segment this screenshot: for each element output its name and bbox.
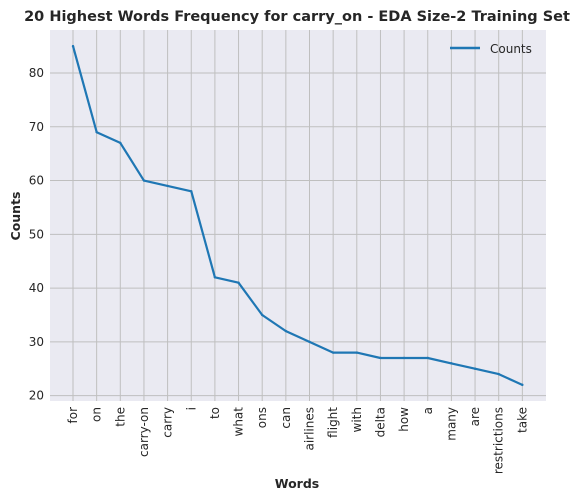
data-point	[402, 356, 406, 360]
x-tick-label: are	[468, 407, 482, 426]
data-point	[308, 340, 311, 344]
data-point	[284, 329, 288, 333]
y-tick-label: 40	[29, 281, 44, 295]
x-tick-label: i	[184, 407, 198, 410]
data-point	[237, 281, 240, 284]
data-point	[166, 184, 169, 188]
y-tick-labels: 20 30 40 50 60 70 80	[29, 66, 44, 403]
x-tick-label: delta	[373, 407, 387, 437]
data-point	[473, 367, 477, 370]
data-point	[261, 313, 264, 317]
data-point	[497, 372, 500, 376]
data-point	[379, 356, 382, 360]
data-point	[450, 362, 453, 365]
x-tick-label: on	[90, 407, 104, 422]
y-tick-label: 20	[29, 389, 44, 403]
x-axis-label: Words	[275, 476, 319, 491]
y-tick-label: 80	[29, 66, 44, 80]
x-tick-label: with	[350, 407, 364, 432]
data-point	[71, 44, 75, 48]
data-point	[331, 351, 335, 354]
x-tick-label: carry	[161, 407, 175, 438]
data-point	[521, 383, 524, 387]
legend: Counts	[450, 42, 532, 56]
y-tick-label: 60	[29, 174, 44, 188]
data-point	[142, 179, 146, 182]
x-tick-label: carry-on	[137, 407, 151, 457]
x-tick-label: ons	[255, 407, 269, 428]
x-tick-label: the	[113, 407, 127, 427]
y-tick-label: 30	[29, 335, 44, 349]
x-tick-label: to	[208, 407, 222, 419]
x-tick-label: flight	[326, 407, 340, 438]
grid-lines	[50, 30, 546, 401]
data-point	[426, 356, 429, 360]
data-point	[355, 351, 358, 354]
data-point	[119, 141, 122, 145]
x-tick-label: what	[232, 407, 246, 437]
x-tick-labels: for on the carry-on carry i to what ons can airlin…	[66, 407, 529, 474]
x-tick-label: restrictions	[492, 407, 506, 474]
x-tick-label: how	[397, 407, 411, 432]
y-tick-label: 50	[29, 227, 44, 241]
series-line-counts	[71, 45, 523, 386]
data-point	[95, 130, 98, 134]
data-point	[190, 190, 193, 193]
data-point	[213, 276, 217, 279]
x-tick-label: take	[515, 407, 529, 433]
x-tick-label: for	[66, 407, 80, 424]
x-tick-label: airlines	[303, 407, 317, 451]
x-tick-label: many	[444, 407, 458, 441]
y-axis-label: Counts	[8, 192, 23, 241]
x-tick-label: a	[421, 407, 435, 414]
x-tick-label: can	[279, 407, 293, 429]
plot-area	[50, 30, 546, 401]
y-tick-label: 70	[29, 120, 44, 134]
legend-label: Counts	[490, 42, 532, 56]
chart-title: 20 Highest Words Frequency for carry_on …	[24, 9, 570, 25]
